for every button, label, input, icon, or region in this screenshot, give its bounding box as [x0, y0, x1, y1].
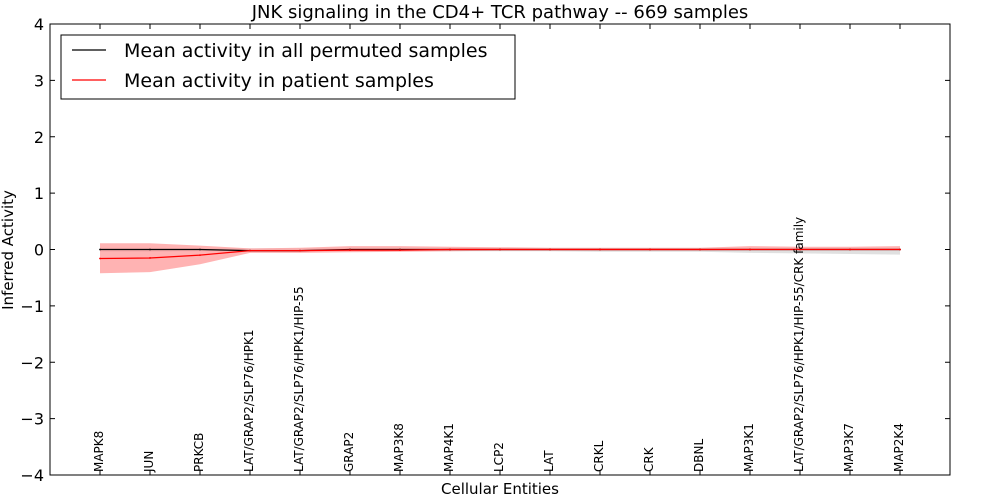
data-point-patient — [799, 248, 801, 251]
x-tick-label: DBNL — [692, 439, 706, 472]
legend-frame — [60, 34, 516, 100]
data-point-patient — [649, 248, 651, 251]
data-point-patient — [399, 249, 401, 251]
data-point-patient — [249, 249, 251, 252]
data-point-patient — [549, 248, 551, 251]
data-point-patient — [99, 257, 101, 260]
x-tick-label: MAPK8 — [92, 431, 106, 472]
x-tick-label: LCP2 — [492, 442, 506, 472]
legend-label-patient: Mean activity in patient samples — [124, 70, 434, 92]
data-point-patient — [349, 249, 351, 251]
x-tick-label: PRKCB — [192, 433, 206, 472]
x-tick-label: CRKL — [592, 440, 606, 472]
y-tick-label: 4 — [34, 15, 44, 34]
x-tick-label: MAP3K1 — [742, 423, 756, 472]
data-point-patient — [499, 248, 501, 251]
data-point-patient — [749, 248, 751, 251]
x-tick-label: MAP4K1 — [442, 423, 456, 472]
y-tick-label: −3 — [20, 410, 44, 429]
y-tick-label: 2 — [34, 128, 44, 147]
legend-label-permuted: Mean activity in all permuted samples — [124, 40, 487, 62]
x-tick-label: MAP3K8 — [392, 423, 406, 472]
x-tick-label: JUN — [142, 451, 156, 473]
data-point-patient — [299, 249, 301, 252]
x-axis-label: Cellular Entities — [441, 480, 559, 498]
data-point-patient — [149, 257, 151, 259]
data-point-permuted — [99, 248, 101, 251]
data-point-patient — [849, 248, 851, 251]
x-tick-label: LAT/GRAP2/SLP76/HPK1/HIP-55 — [292, 286, 306, 472]
x-tick-label: MAP3K7 — [842, 423, 856, 472]
legend: Mean activity in all permuted samples Me… — [60, 34, 516, 100]
data-point-permuted — [199, 248, 201, 251]
x-tick-label: GRAP2 — [342, 432, 356, 472]
x-tick-label: LAT/GRAP2/SLP76/HPK1/HIP-55/CRK family — [792, 217, 806, 472]
data-point-patient — [899, 248, 901, 251]
y-tick-label: 0 — [34, 241, 44, 260]
data-point-patient — [699, 248, 701, 251]
x-tick-label: MAP2K4 — [892, 423, 906, 472]
x-tick-label: LAT/GRAP2/SLP76/HPK1 — [242, 330, 256, 473]
data-point-patient — [599, 248, 601, 251]
y-tick-label: 3 — [34, 71, 44, 90]
x-tick-label: CRK — [642, 446, 656, 472]
data-point-patient — [199, 254, 201, 257]
data-point-patient — [449, 248, 451, 251]
y-tick-label: −1 — [20, 297, 44, 316]
plot-frame — [49, 23, 951, 476]
x-tick-label: LAT — [542, 450, 556, 472]
y-axis-label: Inferred Activity — [0, 190, 17, 310]
y-tick-label: 1 — [34, 184, 44, 203]
data-point-permuted — [149, 248, 151, 251]
y-tick-label: −4 — [20, 466, 44, 485]
chart-title: JNK signaling in the CD4+ TCR pathway --… — [251, 2, 749, 23]
y-tick-label: −2 — [20, 353, 44, 372]
